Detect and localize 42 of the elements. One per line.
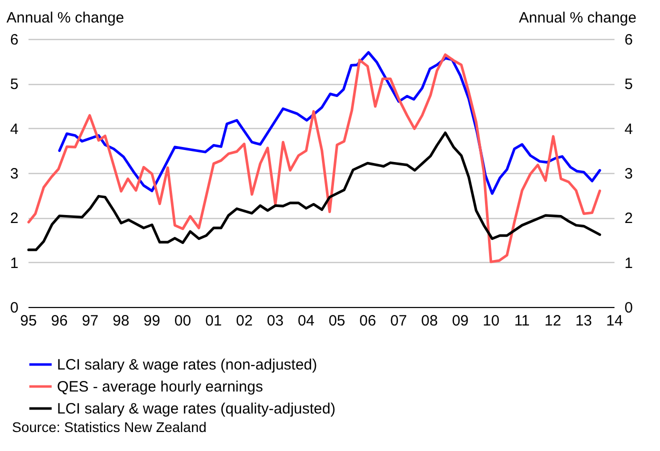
x-tick-label: 03 — [266, 312, 284, 330]
x-tick-label: 96 — [51, 312, 68, 330]
source-note: Source: Statistics New Zealand — [12, 419, 208, 435]
line-series — [27, 132, 602, 252]
x-tick-label: 95 — [20, 312, 37, 330]
x-tick-label: 12 — [544, 312, 562, 330]
y-tick-label: 6 — [10, 32, 18, 48]
x-tick-label: 05 — [328, 312, 346, 330]
line-series — [27, 53, 602, 264]
x-tick-label: 00 — [174, 312, 192, 330]
x-tick-label: 14 — [606, 312, 623, 330]
y2-tick-label: 1 — [624, 254, 633, 272]
x-tick-label: 07 — [390, 312, 407, 330]
x-tick-label: 02 — [236, 312, 253, 330]
y2-tick-label: 4 — [624, 120, 633, 138]
x-tick-label: 04 — [298, 312, 314, 330]
x-tick-label: 98 — [112, 312, 130, 330]
y-tick-label: 4 — [10, 120, 18, 138]
y-axis-title: Annual % change — [6, 10, 124, 26]
x-tick-label: 11 — [514, 312, 530, 330]
y2-tick-label: 3 — [624, 166, 633, 182]
y-tick-label: 2 — [10, 210, 18, 228]
y-tick-label: 3 — [10, 166, 18, 182]
x-tick-label: 08 — [421, 312, 438, 330]
x-tick-label: 99 — [144, 312, 160, 330]
legend-label: LCI salary & wage rates (quality-adjusted) — [57, 400, 336, 418]
y2-tick-label: 2 — [624, 210, 633, 228]
y2-axis-title: Annual % change — [518, 10, 636, 26]
legend-label: QES - average hourly earnings — [57, 378, 263, 396]
x-tick-label: 01 — [205, 312, 222, 330]
x-tick-label: 13 — [575, 312, 592, 330]
y2-tick-label: 5 — [624, 76, 633, 94]
y2-tick-label: 6 — [624, 32, 633, 48]
legend-label: LCI salary & wage rates (non-adjusted) — [57, 356, 318, 374]
y-tick-label: 5 — [10, 76, 18, 94]
y2-tick-label: 0 — [624, 300, 633, 316]
x-tick-label: 97 — [82, 312, 99, 330]
y-tick-label: 0 — [10, 300, 18, 316]
x-tick-label: 10 — [482, 312, 500, 330]
x-tick-label: 09 — [452, 312, 469, 330]
y-tick-label: 1 — [10, 254, 18, 272]
x-tick-label: 06 — [359, 312, 376, 330]
